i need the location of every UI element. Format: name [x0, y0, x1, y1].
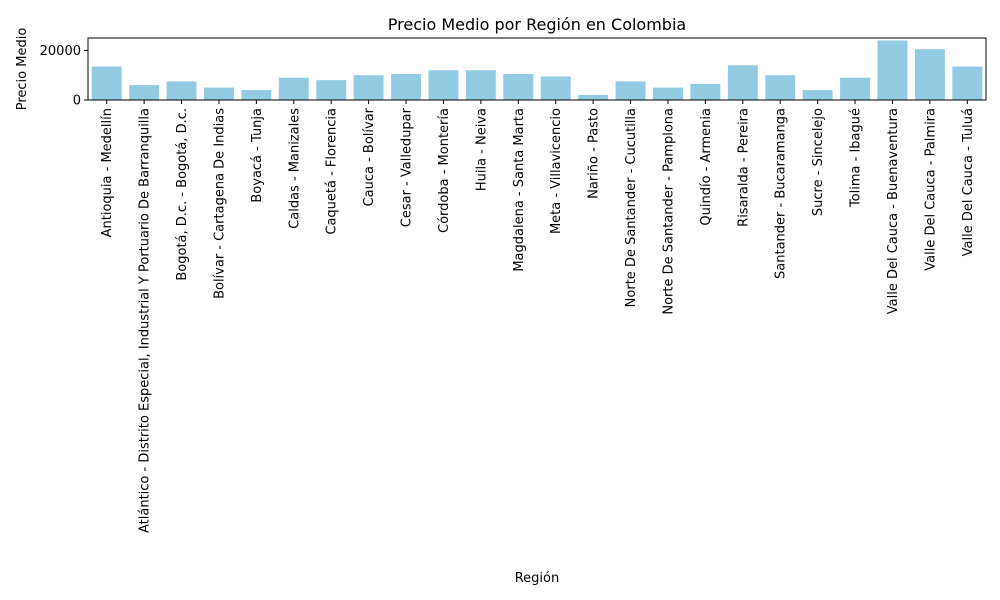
x-tick-label: Quindío - Armenia [699, 108, 714, 226]
y-axis-label: Precio Medio [15, 28, 30, 111]
bar [91, 66, 122, 100]
bar [203, 87, 234, 100]
bar [540, 76, 571, 100]
bar [877, 40, 908, 100]
x-tick-label: Cauca - Bolívar [362, 107, 377, 206]
x-tick-label: Atlántico - Distrito Especial, Industria… [138, 108, 153, 533]
bar [241, 90, 272, 100]
bar [615, 81, 646, 100]
y-tick-label: 0 [73, 94, 81, 109]
x-tick-label: Cesar - Valledupar [400, 107, 415, 227]
x-tick-label: Caquetá - Florencia [325, 108, 340, 235]
y-tick-label: 20000 [40, 44, 81, 59]
x-tick-label: Valle Del Cauca - Tuluá [961, 108, 976, 256]
y-axis-ticks: 0 20000 [40, 44, 88, 109]
bar [840, 77, 871, 100]
x-tick-label: Magdalena - Santa Marta [512, 108, 527, 272]
x-tick-label: Bogotá, D.c. - Bogotá, D.c. [175, 108, 190, 281]
x-tick-label: Santander - Bucaramanga [774, 108, 789, 279]
bar [353, 75, 384, 100]
bar [428, 70, 459, 100]
bar [503, 73, 534, 100]
bars-group [91, 40, 983, 100]
bar [316, 80, 347, 100]
bar [765, 75, 796, 100]
x-tick-label: Boyacá - Tunja [250, 108, 265, 203]
bar [278, 77, 309, 100]
x-tick-label: Antioquia - Medellín [100, 108, 115, 237]
x-tick-label: Meta - Villavicencio [549, 108, 564, 234]
x-tick-label: Sucre - Sincelejo [811, 108, 826, 216]
bar [391, 73, 422, 100]
x-tick-label: Risaralda - Pereira [736, 108, 751, 227]
x-tick-label: Norte De Santander - Cucutilla [624, 108, 639, 307]
chart-title: Precio Medio por Región en Colombia [388, 15, 686, 34]
bar [465, 70, 496, 100]
x-axis-ticks: Antioquia - Medellín Atlántico - Distrito… [100, 100, 976, 533]
x-axis-label: Región [515, 571, 560, 586]
x-tick-label: Valle Del Cauca - Palmira [923, 108, 938, 271]
bar [652, 87, 683, 100]
bar [690, 83, 721, 100]
bar [166, 81, 197, 100]
bar [578, 95, 609, 100]
bar [802, 90, 833, 100]
x-tick-label: Valle Del Cauca - Buenaventura [886, 108, 901, 314]
plot-frame [87, 37, 987, 101]
x-tick-label: Bolívar - Cartagena De Indias [212, 108, 227, 299]
bar [129, 85, 160, 100]
bar [952, 66, 983, 100]
x-tick-label: Tolima - Ibagué [849, 108, 864, 208]
x-tick-label: Caldas - Manizales [287, 108, 302, 229]
x-tick-label: Huila - Neiva [474, 108, 489, 191]
x-tick-label: Nariño - Pasto [587, 108, 602, 199]
bar [727, 65, 758, 100]
x-tick-label: Córdoba - Montería [437, 108, 452, 233]
bar [914, 49, 945, 100]
x-tick-label: Norte De Santander - Pamplona [661, 108, 676, 315]
